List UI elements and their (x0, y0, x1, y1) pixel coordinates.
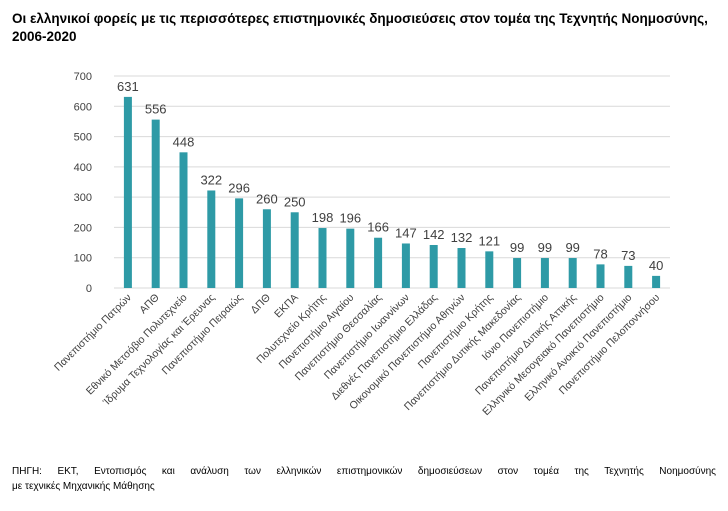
data-label: 260 (256, 191, 278, 206)
data-label: 142 (423, 227, 445, 242)
y-tick-label: 100 (74, 253, 92, 265)
x-tick-label: ΔΠΘ (248, 292, 273, 317)
bar (235, 198, 244, 288)
source-line-1: ΠΗΓΗ: ΕΚΤ, Εντοπισμός και ανάλυση των ελ… (12, 466, 716, 477)
bar (262, 209, 271, 288)
chart-area: 0 100 200 300 400 500 600 700 631 Πανεπιστήμιο Πα… (12, 52, 716, 452)
data-label: 99 (565, 240, 579, 255)
bar (151, 119, 160, 289)
bar (401, 243, 410, 288)
data-label: 250 (284, 194, 306, 209)
bar (624, 265, 633, 288)
y-tick-label: 700 (74, 71, 92, 83)
data-label: 73 (621, 248, 635, 263)
bar (123, 96, 132, 288)
y-tick-label: 300 (74, 192, 92, 204)
y-tick-label: 200 (74, 222, 92, 234)
data-label: 99 (538, 240, 552, 255)
bar (346, 228, 355, 288)
data-label: 78 (593, 246, 607, 261)
data-label: 121 (478, 233, 500, 248)
data-label: 296 (228, 180, 250, 195)
data-label: 198 (312, 210, 334, 225)
bar (290, 212, 299, 288)
bar (568, 258, 577, 288)
source-note: ΠΗΓΗ: ΕΚΤ, Εντοπισμός και ανάλυση των ελ… (12, 464, 716, 494)
bar (429, 244, 438, 288)
bar (207, 190, 216, 288)
bar (596, 264, 605, 288)
y-tick-label: 400 (74, 162, 92, 174)
data-label: 40 (649, 258, 663, 273)
x-tick-label: ΑΠΘ (137, 292, 162, 317)
chart-title: Οι ελληνικοί φορείς με τις περισσότερες … (12, 11, 708, 44)
data-label: 99 (510, 240, 524, 255)
data-label: 147 (395, 225, 417, 240)
data-label: 132 (451, 230, 473, 245)
y-tick-label: 600 (74, 101, 92, 113)
bar (318, 228, 327, 288)
data-label: 196 (339, 211, 361, 226)
data-label: 448 (173, 134, 195, 149)
bar (513, 258, 522, 288)
bar (485, 251, 494, 288)
bar (374, 237, 383, 288)
data-label: 322 (200, 172, 222, 187)
data-label: 166 (367, 220, 389, 235)
bar (540, 258, 549, 288)
y-tick-label: 0 (86, 283, 92, 295)
bar (652, 275, 661, 288)
source-line-2: με τεχνικές Μηχανικής Μάθησης (12, 481, 155, 492)
bar (179, 152, 188, 288)
bar (457, 248, 466, 288)
data-label: 556 (145, 102, 167, 117)
y-tick-label: 500 (74, 132, 92, 144)
data-label: 631 (117, 79, 139, 94)
